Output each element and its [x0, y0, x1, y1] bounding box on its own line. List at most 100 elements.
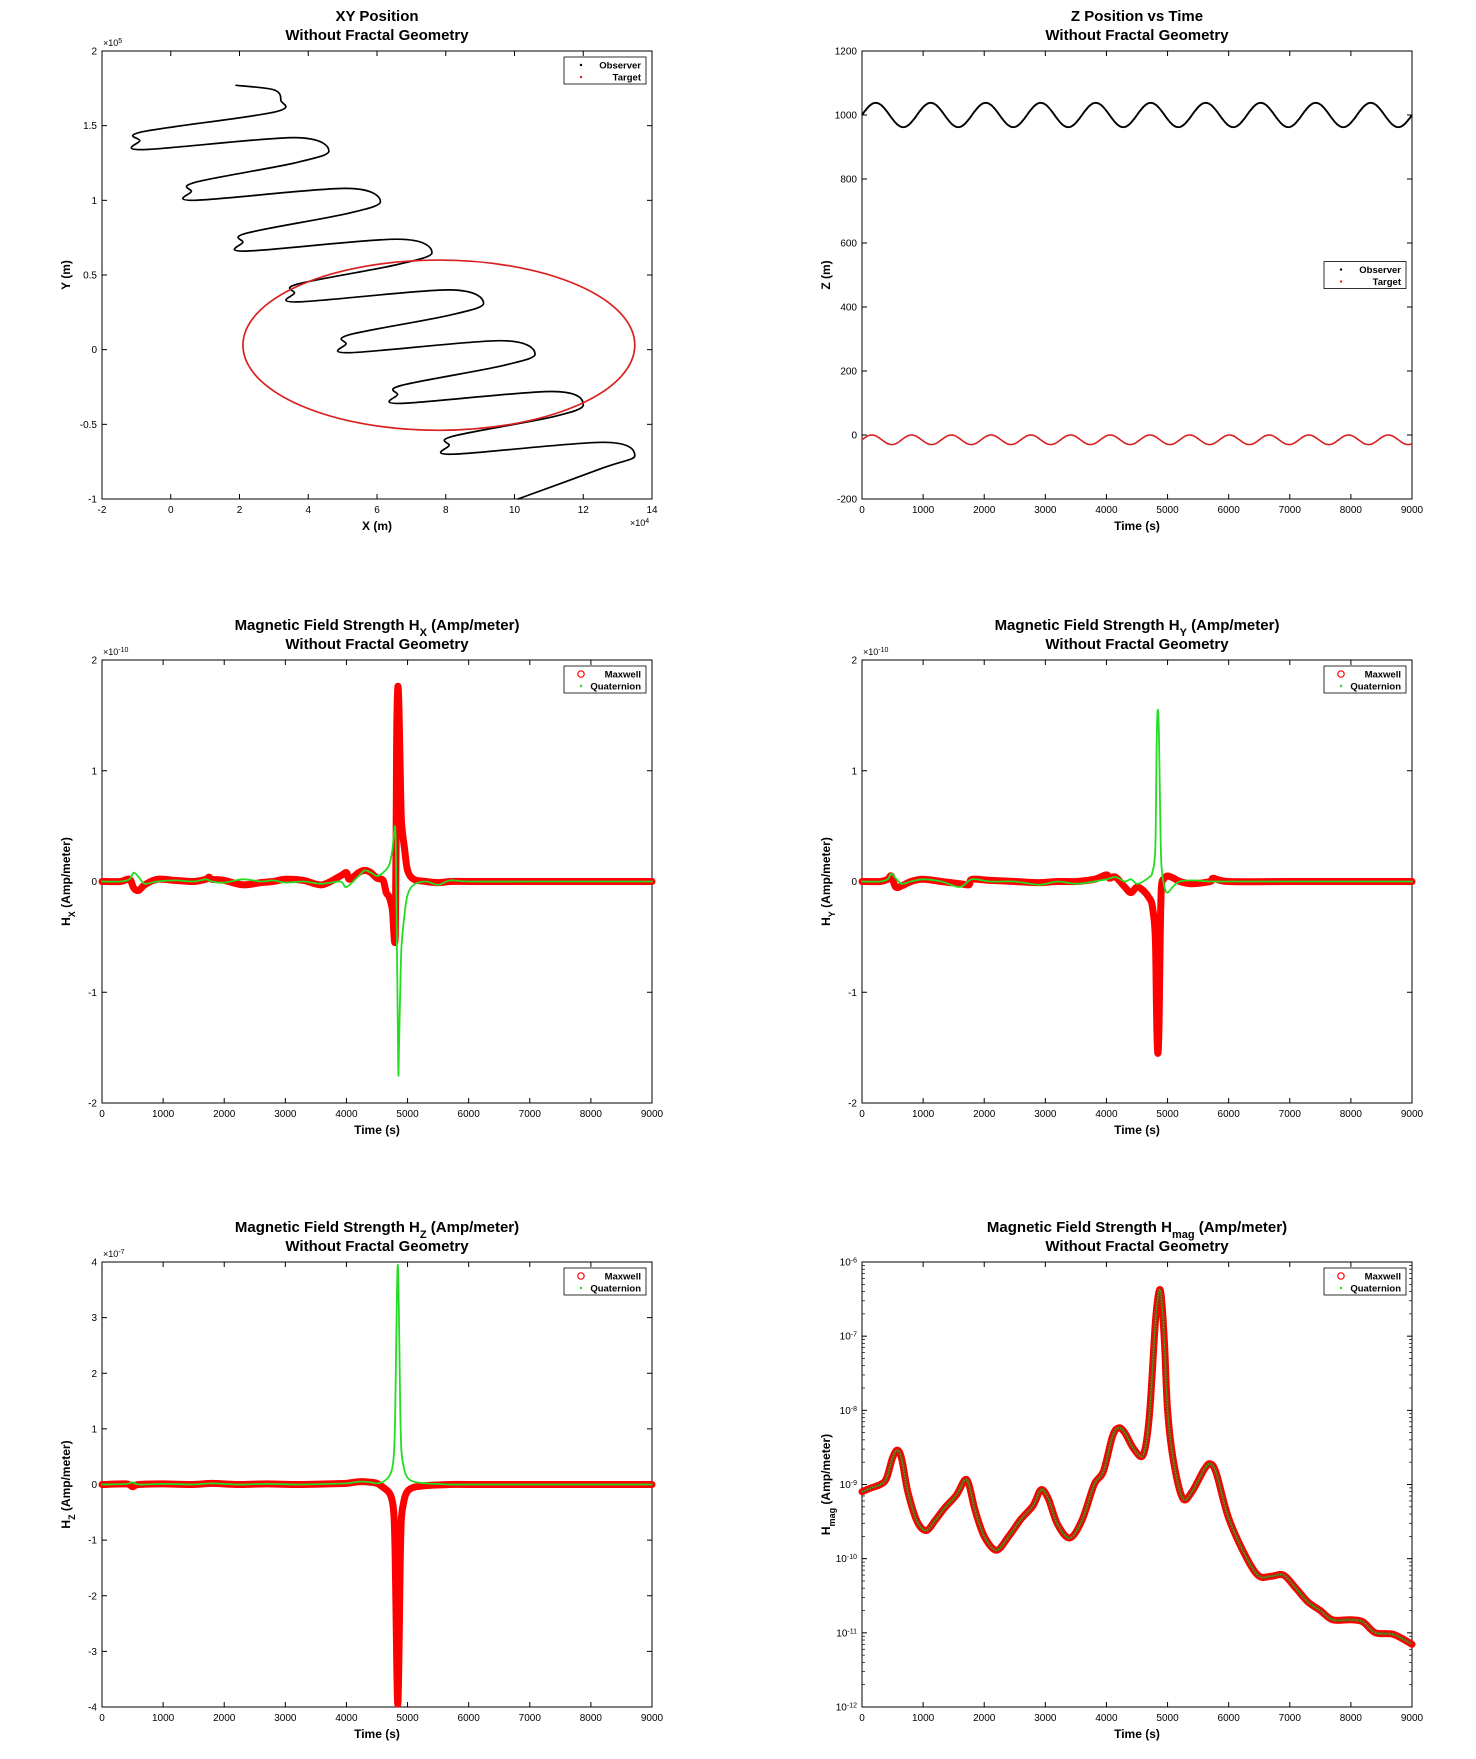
- z-legend-marker-1: [1339, 280, 1343, 283]
- hy-x-tick-label: 4000: [1095, 1109, 1118, 1120]
- hmag-y-tick-label-base: 10: [840, 1332, 852, 1343]
- xy-legend-marker-1: [579, 75, 583, 79]
- hz-y-tick-label: 4: [91, 1258, 97, 1269]
- hx-title-line-1: Without Fractal Geometry: [285, 636, 469, 653]
- hz-y-axis-label: HZ (Amp/meter): [59, 1440, 77, 1528]
- xy-legend-label-1: Target: [613, 73, 642, 84]
- hmag-series-quaternion-line: [861, 1288, 1413, 1645]
- hy-title-part: (Amp/meter): [1187, 617, 1280, 634]
- hy-y-exponent-base: ×10: [863, 647, 878, 657]
- hmag-x-tick-label: 5000: [1156, 1713, 1179, 1724]
- hx-x-tick-label: 7000: [519, 1109, 542, 1120]
- z-title-part: Without Fractal Geometry: [1045, 27, 1229, 44]
- hmag-y-tick-label-power: -12: [847, 1702, 857, 1709]
- hx-y-exponent-base: ×10: [103, 647, 118, 657]
- hy-title-part: Without Fractal Geometry: [1045, 636, 1229, 653]
- hz-legend-marker-1: [579, 1286, 583, 1290]
- hz-y-tick-label: -2: [88, 1591, 97, 1602]
- hz-title-line-0: Magnetic Field Strength HZ (Amp/meter): [235, 1219, 519, 1241]
- z-x-tick-label: 1000: [912, 505, 935, 516]
- hx-y-tick-label: -2: [88, 1099, 97, 1110]
- hx-title-subscript: X: [420, 627, 428, 639]
- hy-x-axis-label: Time (s): [1114, 1123, 1160, 1137]
- z-y-axis-label: Z (m): [819, 260, 833, 289]
- hmag-y-tick-label: 10-7: [840, 1331, 857, 1343]
- hx-x-tick-label: 8000: [580, 1109, 603, 1120]
- hz-x-tick-label: 4000: [335, 1713, 358, 1724]
- hmag-y-tick-label-power: -10: [847, 1554, 857, 1561]
- hz-title-part: Magnetic Field Strength H: [235, 1219, 420, 1236]
- hx-x-tick-label: 4000: [335, 1109, 358, 1120]
- hz-title-line-1: Without Fractal Geometry: [285, 1238, 469, 1255]
- xy-y-axis-label: Y (m): [59, 260, 73, 290]
- hz-x-tick-label: 9000: [641, 1713, 664, 1724]
- hmag-y-tick-label-power: -9: [851, 1480, 857, 1487]
- hmag-y-tick-label: 10-12: [836, 1702, 857, 1714]
- xy-y-exponent-power: 5: [118, 38, 122, 45]
- hmag-y-tick-label-base: 10: [840, 1480, 852, 1491]
- hmag-y-tick-label-power: -8: [851, 1405, 857, 1412]
- z-legend-box: [1323, 261, 1407, 289]
- z-y-tick-label: -200: [837, 495, 857, 506]
- z-x-tick-label: 0: [859, 505, 865, 516]
- hmag-y-tick-label: 10-9: [840, 1480, 857, 1492]
- hmag-title-part: (Amp/meter): [1195, 1219, 1288, 1236]
- hz-y-axis-label-unit: (Amp/meter): [59, 1440, 73, 1514]
- hx-x-tick-label: 9000: [641, 1109, 664, 1120]
- hx-legend-box: [563, 665, 647, 694]
- hy-title-subscript: Y: [1180, 627, 1188, 639]
- hx-x-tick-label: 0: [99, 1109, 105, 1120]
- hmag-y-axis-label: Hmag (Amp/meter): [819, 1434, 837, 1535]
- xy-x-tick-label: 0: [168, 505, 174, 516]
- hmag-y-tick-label-base: 10: [836, 1554, 848, 1565]
- z-plot-frame: [861, 50, 1413, 500]
- z-y-tick-label: 400: [840, 303, 857, 314]
- hz-x-tick-label: 2000: [213, 1713, 236, 1724]
- xy-title-line-0: XY Position: [335, 8, 418, 25]
- xy-legend-marker-0: [579, 63, 583, 67]
- hy-x-tick-label: 1000: [912, 1109, 935, 1120]
- hx-x-tick-label: 5000: [396, 1109, 419, 1120]
- z-legend-label-1: Target: [1373, 277, 1402, 288]
- hmag-y-axis-label-unit: (Amp/meter): [819, 1434, 833, 1508]
- xy-x-tick-label: 6: [374, 505, 380, 516]
- xy-legend-label-0: Observer: [599, 61, 641, 72]
- hz-x-tick-label: 3000: [274, 1713, 297, 1724]
- hmag-title-line-0: Magnetic Field Strength Hmag (Amp/meter): [987, 1219, 1287, 1241]
- hy-y-tick-label: -1: [848, 988, 857, 999]
- z-legend-label-0: Observer: [1359, 265, 1401, 276]
- hmag-x-tick-label: 8000: [1340, 1713, 1363, 1724]
- hx-y-exponent: ×10-10: [103, 647, 129, 658]
- xy-x-exponent: ×104: [630, 518, 649, 529]
- z-x-axis-label: Time (s): [1114, 519, 1160, 533]
- z-title-line-0: Z Position vs Time: [1071, 8, 1203, 25]
- hmag-legend-label-1: Quaternion: [1350, 1284, 1401, 1295]
- z-x-tick-label: 4000: [1095, 505, 1118, 516]
- hz-legend-label-1: Quaternion: [590, 1284, 641, 1295]
- hy-y-axis-label: HY (Amp/meter): [819, 837, 837, 926]
- hy-y-axis-label-unit: (Amp/meter): [819, 837, 833, 911]
- xy-x-tick-label: -2: [98, 505, 107, 516]
- hx-y-tick-label: 0: [91, 877, 97, 888]
- hmag-legend-box: [1323, 1267, 1407, 1296]
- hz-legend-marker-0: [577, 1272, 585, 1280]
- hz-title-part: Without Fractal Geometry: [285, 1238, 469, 1255]
- z-x-tick-label: 8000: [1340, 505, 1363, 516]
- hy-x-tick-label: 0: [859, 1109, 865, 1120]
- z-x-tick-label: 3000: [1034, 505, 1057, 516]
- hmag-title-part: Magnetic Field Strength H: [987, 1219, 1172, 1236]
- z-title-line-1: Without Fractal Geometry: [1045, 27, 1229, 44]
- hx-x-tick-label: 6000: [458, 1109, 481, 1120]
- hz-x-tick-label: 5000: [396, 1713, 419, 1724]
- hmag-x-tick-label: 0: [859, 1713, 865, 1724]
- xy-x-tick-label: 8: [443, 505, 449, 516]
- hx-x-axis-label: Time (s): [354, 1123, 400, 1137]
- hy-y-tick-label: -2: [848, 1099, 857, 1110]
- z-x-tick-label: 9000: [1401, 505, 1424, 516]
- xy-series-target-ellipse: [242, 259, 636, 432]
- hmag-y-tick-label: 10-11: [836, 1628, 857, 1640]
- hz-x-tick-label: 6000: [458, 1713, 481, 1724]
- xy-x-tick-label: 10: [509, 505, 521, 516]
- hx-title-part: Without Fractal Geometry: [285, 636, 469, 653]
